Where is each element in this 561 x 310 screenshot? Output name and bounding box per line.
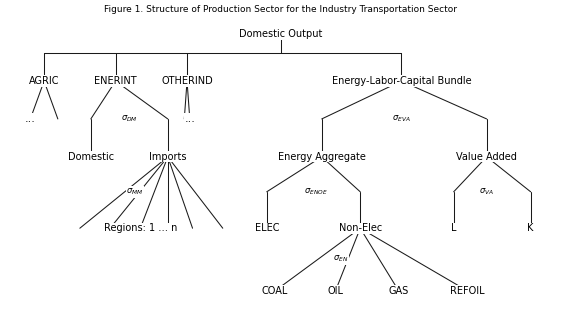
Text: $\sigma_{ENOE}$: $\sigma_{ENOE}$ — [305, 187, 328, 197]
Text: ...: ... — [25, 114, 36, 124]
Text: Regions: 1 … n: Regions: 1 … n — [104, 223, 177, 233]
Text: Non-Elec: Non-Elec — [339, 223, 382, 233]
Text: Imports: Imports — [149, 152, 187, 162]
Text: K: K — [527, 223, 534, 233]
Text: $\sigma_{EVA}$: $\sigma_{EVA}$ — [392, 114, 411, 124]
Text: Domestic Output: Domestic Output — [239, 29, 322, 39]
Text: Energy Aggregate: Energy Aggregate — [278, 152, 366, 162]
Text: OTHERIND: OTHERIND — [161, 76, 213, 86]
Text: $\sigma_{DM}$: $\sigma_{DM}$ — [121, 114, 137, 124]
Text: $\sigma_{VA}$: $\sigma_{VA}$ — [479, 187, 494, 197]
Text: Energy-Labor-Capital Bundle: Energy-Labor-Capital Bundle — [332, 76, 471, 86]
Text: COAL: COAL — [262, 286, 288, 296]
Text: REFOIL: REFOIL — [450, 286, 485, 296]
Text: GAS: GAS — [389, 286, 409, 296]
Text: ...: ... — [185, 114, 195, 124]
Text: Value Added: Value Added — [456, 152, 517, 162]
Text: ELEC: ELEC — [255, 223, 279, 233]
Text: $\sigma_{EN}$: $\sigma_{EN}$ — [333, 254, 348, 264]
Text: OIL: OIL — [328, 286, 343, 296]
Text: L: L — [451, 223, 457, 233]
Text: Figure 1. Structure of Production Sector for the Industry Transportation Sector: Figure 1. Structure of Production Sector… — [104, 5, 457, 14]
Text: Domestic: Domestic — [68, 152, 114, 162]
Text: $\sigma_{MM}$: $\sigma_{MM}$ — [126, 187, 144, 197]
Text: AGRIC: AGRIC — [29, 76, 59, 86]
Text: ENERINT: ENERINT — [94, 76, 137, 86]
